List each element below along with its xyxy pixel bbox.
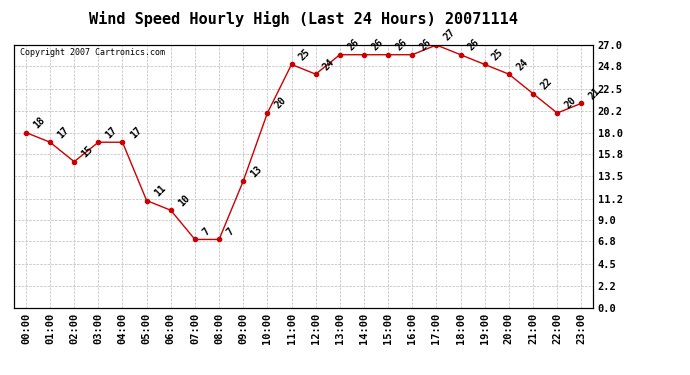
Text: 18: 18 [32,115,47,130]
Text: 27: 27 [442,27,457,43]
Text: 26: 26 [418,37,433,52]
Text: 17: 17 [128,124,144,140]
Text: 26: 26 [370,37,385,52]
Text: 26: 26 [394,37,409,52]
Text: 25: 25 [491,47,506,62]
Text: 24: 24 [515,57,530,72]
Text: 10: 10 [177,193,192,208]
Text: 22: 22 [539,76,554,92]
Text: 26: 26 [466,37,482,52]
Text: Wind Speed Hourly High (Last 24 Hours) 20071114: Wind Speed Hourly High (Last 24 Hours) 2… [89,11,518,27]
Text: 15: 15 [80,144,95,159]
Text: 21: 21 [587,86,602,101]
Text: 11: 11 [152,183,168,198]
Text: 7: 7 [225,226,236,237]
Text: 20: 20 [273,96,288,111]
Text: 7: 7 [201,226,212,237]
Text: 17: 17 [104,124,119,140]
Text: 13: 13 [249,164,264,179]
Text: 24: 24 [322,57,337,72]
Text: Copyright 2007 Cartronics.com: Copyright 2007 Cartronics.com [19,48,165,57]
Text: 20: 20 [563,96,578,111]
Text: 17: 17 [56,124,71,140]
Text: 25: 25 [297,47,313,62]
Text: 26: 26 [346,37,361,52]
